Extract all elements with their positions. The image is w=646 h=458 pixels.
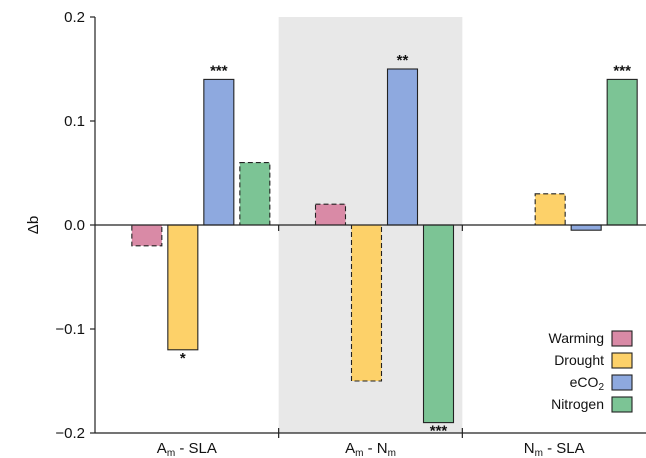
bar-eco-2: [570, 224, 602, 231]
legend-swatch-eco: [611, 374, 633, 391]
legend-label: Nitrogen: [551, 396, 604, 412]
significance-label: **: [397, 52, 409, 69]
y-axis-label: Δb: [25, 216, 42, 234]
bar-eco-0: [203, 78, 235, 226]
bar-warming-1: [314, 203, 347, 226]
significance-label: ***: [430, 423, 448, 440]
x-category-label: Am - Nm: [345, 440, 396, 458]
bar-nitrogen-1: [422, 224, 455, 424]
bar-drought-2: [534, 193, 566, 226]
significance-label: *: [180, 350, 186, 367]
x-category-label: Am - SLA: [157, 440, 217, 458]
y-tick-label: 0.2: [64, 9, 85, 26]
bar-eco-1: [386, 68, 419, 226]
bar-nitrogen-0: [239, 162, 271, 226]
legend-swatch-warming: [611, 330, 633, 347]
legend-label: eCO2: [570, 374, 605, 393]
x-category-label: Nm - SLA: [524, 440, 585, 458]
y-tick-label: 0.0: [64, 217, 85, 234]
y-tick-label: −0.1: [55, 321, 85, 338]
y-tick-label: −0.2: [55, 425, 85, 442]
bar-drought-1: [350, 224, 383, 382]
bar-warming-0: [131, 224, 163, 247]
legend-swatch-drought: [611, 352, 633, 369]
bar-nitrogen-2: [606, 78, 638, 226]
legend-label: Drought: [554, 352, 604, 368]
legend-swatch-nitrogen: [611, 396, 633, 413]
significance-label: ***: [613, 62, 631, 79]
legend-label: Warming: [549, 330, 605, 346]
bar-drought-0: [167, 224, 199, 351]
y-tick-label: 0.1: [64, 113, 85, 130]
significance-label: ***: [210, 62, 228, 79]
